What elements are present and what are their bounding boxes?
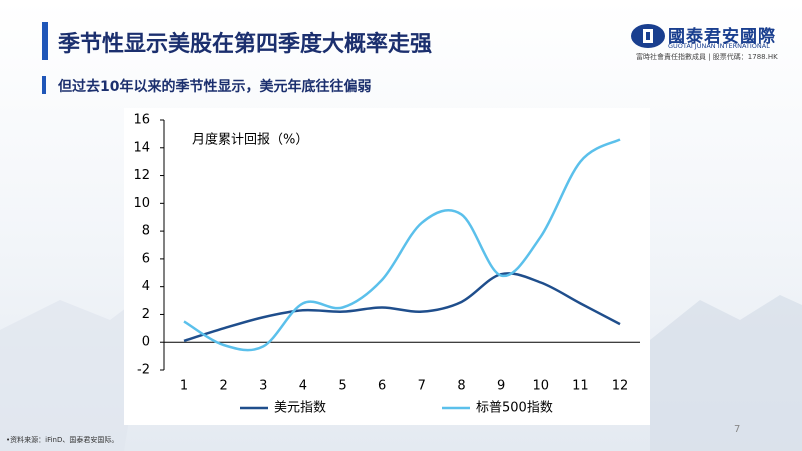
y-tick-label: 8 xyxy=(142,224,150,239)
x-tick-label: 7 xyxy=(418,379,426,394)
y-tick-label: 14 xyxy=(133,140,150,155)
x-tick-label: 8 xyxy=(457,379,465,394)
y-tick-label: 10 xyxy=(133,196,150,211)
y-tick-label: 16 xyxy=(133,113,150,128)
data-line xyxy=(183,272,621,343)
x-tick-label: 12 xyxy=(612,379,629,394)
logo-icon xyxy=(631,24,665,48)
chart-panel xyxy=(124,108,650,425)
x-tick-label: 6 xyxy=(378,379,386,394)
x-tick-label: 10 xyxy=(532,379,549,394)
y-tick-label: 12 xyxy=(133,168,150,183)
y-tick-label: 2 xyxy=(142,307,150,322)
y-tick-label: -2 xyxy=(137,363,150,378)
legend-label: 美元指数 xyxy=(274,401,326,416)
legend-label: 标普500指数 xyxy=(476,401,553,416)
y-tick-label: 0 xyxy=(142,335,150,350)
logo-name: 國泰君安國際 xyxy=(668,27,776,47)
slide-title: 季节性显示美股在第四季度大概率走强 xyxy=(58,32,433,57)
chart-title: 月度累计回报（%） xyxy=(192,132,308,148)
x-tick-label: 11 xyxy=(572,379,589,394)
subtitle-bar xyxy=(42,76,46,94)
logo-subtitle: 富時社會責任指數成員 | 股票代碼：1788.HK xyxy=(636,53,778,61)
y-tick-label: 4 xyxy=(142,279,150,294)
page-number: 7 xyxy=(734,424,741,435)
footnote: •资料来源：iFinD、国泰君安国际。 xyxy=(6,436,119,444)
slide-subtitle: 但过去10年以来的季节性显示，美元年底往往偏弱 xyxy=(58,79,372,95)
data-line xyxy=(183,138,621,352)
title-bar xyxy=(42,22,48,60)
x-tick-label: 3 xyxy=(259,379,267,394)
logo-english: GUOTAI JUNAN INTERNATIONAL xyxy=(668,42,770,50)
x-tick-label: 4 xyxy=(299,379,307,394)
x-tick-label: 9 xyxy=(497,379,505,394)
y-tick-label: 6 xyxy=(142,251,150,266)
x-tick-label: 2 xyxy=(219,379,227,394)
x-tick-label: 5 xyxy=(338,379,346,394)
x-tick-label: 1 xyxy=(180,379,188,394)
